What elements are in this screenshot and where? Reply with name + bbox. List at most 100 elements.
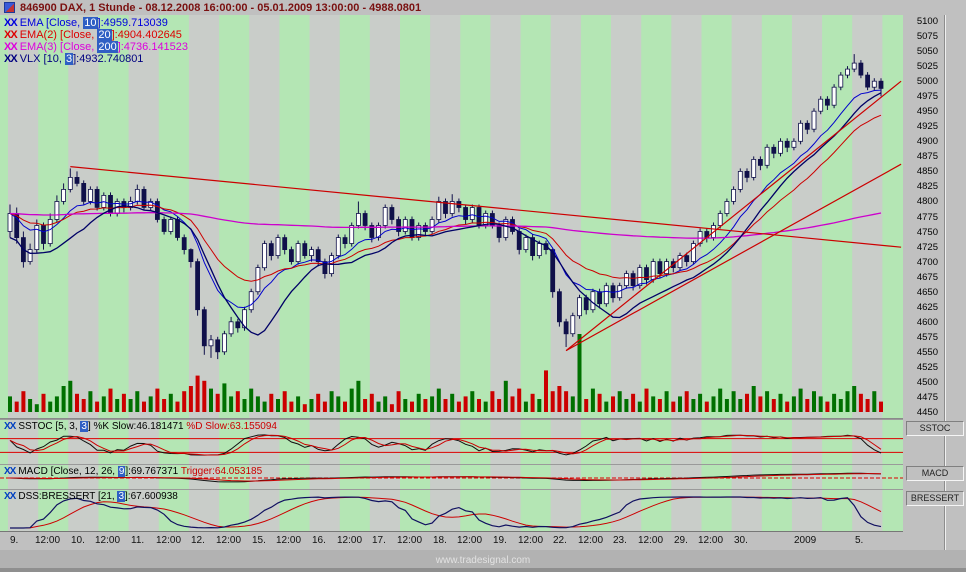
time-tick-label: 15.	[252, 535, 266, 546]
session-stripes	[8, 490, 883, 532]
price-axis-column[interactable]: 5100 5075 5050 5025 5000 4975 4950 4925 4900 4875…	[903, 15, 966, 550]
indicator-xx-icon: XX	[4, 491, 16, 502]
time-tick-label: 12:00	[457, 535, 483, 546]
price-tick-label: 4450	[916, 406, 938, 418]
price-tick-label: 5025	[916, 61, 938, 73]
price-tick-label: 4950	[916, 106, 938, 118]
trendlines	[70, 80, 902, 352]
price-tick-label: 4550	[916, 346, 938, 358]
indicator-legend: XX EMA [Close, 10]:4959.713039 XX EMA(2) […	[4, 17, 188, 65]
time-tick-label: 22.	[553, 535, 567, 546]
macd-panel[interactable]: XX MACD [Close, 12, 26, 9]:69.767371 Trig…	[0, 464, 903, 489]
price-tick-label: 5100	[916, 16, 938, 27]
price-tick-label: 4900	[916, 136, 938, 148]
price-tick-label: 5075	[916, 31, 938, 43]
time-tick-label: 12:00	[216, 535, 242, 546]
scale-divider	[944, 15, 946, 550]
price-tick-label: 4675	[916, 271, 938, 283]
time-tick-label: 17.	[372, 535, 386, 546]
time-tick-label: 12:00	[578, 535, 604, 546]
sstoc-plot	[0, 420, 903, 464]
session-stripes	[8, 15, 883, 418]
indicator-xx-icon: XX	[4, 466, 16, 477]
macd-value: ]:69.767371	[125, 466, 181, 477]
price-tick-label: 4575	[916, 331, 938, 343]
price-tick-label: 4650	[916, 286, 938, 298]
time-tick-label: 19.	[493, 535, 507, 546]
dss-bressert-panel[interactable]: XX DSS:BRESSERT [21, 3]:67.600938	[0, 489, 903, 532]
param-highlight: 9	[117, 466, 126, 477]
price-tick-label: 4975	[916, 91, 938, 103]
price-tick-label: 4750	[916, 226, 938, 238]
price-tick-label: 4600	[916, 316, 938, 328]
price-tick-label: 4725	[916, 241, 938, 253]
param-highlight: 20	[97, 29, 112, 41]
sstoc-d-value: %D Slow:63.155094	[186, 421, 277, 432]
legend-ema-20[interactable]: XX EMA(2) [Close, 20]:4904.402645	[4, 29, 188, 41]
price-chart-panel[interactable]: XX EMA [Close, 10]:4959.713039 XX EMA(2) […	[0, 15, 903, 419]
price-tick-label: 4775	[916, 211, 938, 223]
price-tick-label: 4500	[916, 376, 938, 388]
dss-lines	[10, 496, 882, 529]
session-stripes	[8, 420, 883, 464]
price-tick-label: 4800	[916, 196, 938, 208]
time-tick-label: 11.	[131, 535, 145, 546]
time-tick-label: 12:00	[337, 535, 363, 546]
legend-vlx[interactable]: XX VLX [10, 3]:4932.740801	[4, 53, 188, 65]
price-tick-label: 5050	[916, 46, 938, 58]
time-tick-label: 9.	[10, 535, 19, 546]
legend-value: ]:4959.713039	[97, 17, 168, 29]
macd-legend-text: MACD [Close, 12, 26,	[18, 466, 118, 477]
legend-text: EMA(2) [Close,	[19, 29, 98, 41]
price-tick-label: 4925	[916, 121, 938, 133]
time-tick-label: 16.	[312, 535, 326, 546]
macd-legend[interactable]: XX MACD [Close, 12, 26, 9]:69.767371 Trig…	[4, 466, 262, 477]
bressert-axis-label: BRESSERT	[906, 491, 964, 506]
session-stripes	[8, 465, 883, 489]
time-tick-label: 12:00	[638, 535, 664, 546]
indicator-xx-icon: XX	[4, 53, 18, 65]
legend-value: ]:4736.141523	[117, 41, 189, 53]
time-tick-label: 10.	[71, 535, 85, 546]
dss-value: ]:67.600938	[125, 491, 178, 502]
macd-trigger-value: Trigger:64.053185	[180, 466, 263, 477]
time-tick-label: 18.	[433, 535, 447, 546]
price-tick-label: 4700	[916, 256, 938, 268]
candlestick-chart[interactable]	[0, 15, 903, 418]
legend-value: ]:4932.740801	[73, 53, 144, 65]
chart-icon	[4, 2, 15, 13]
sstoc-panel[interactable]: XX SSTOC [5, 3, 3] %K Slow:46.181471 %D S…	[0, 419, 903, 464]
dss-legend-text: DSS:BRESSERT [21,	[18, 491, 118, 502]
indicator-xx-icon: XX	[4, 421, 16, 432]
time-tick-label: 2009	[794, 535, 817, 546]
dss-plot	[8, 490, 883, 532]
legend-text: EMA [Close,	[19, 17, 84, 29]
time-tick-label: 12:00	[698, 535, 724, 546]
macd-axis-label: MACD	[906, 466, 964, 481]
indicator-xx-icon: XX	[4, 29, 18, 41]
candlesticks	[7, 54, 884, 360]
dss-legend[interactable]: XX DSS:BRESSERT [21, 3]:67.600938	[4, 491, 178, 502]
time-tick-label: 5.	[855, 535, 864, 546]
time-tick-label: 12:00	[35, 535, 61, 546]
time-tick-label: 12:00	[518, 535, 544, 546]
legend-ema-10[interactable]: XX EMA [Close, 10]:4959.713039	[4, 17, 188, 29]
price-tick-label: 4850	[916, 166, 938, 178]
price-tick-label: 4475	[916, 391, 938, 403]
legend-ema-200[interactable]: XX EMA(3) [Close, 200]:4736.141523	[4, 41, 188, 53]
volume-bars	[8, 334, 883, 412]
time-tick-label: 12:00	[276, 535, 302, 546]
watermark-bar: www.tradesignal.com	[0, 550, 966, 572]
legend-value: ]:4904.402645	[111, 29, 182, 41]
price-tick-label: 4525	[916, 361, 938, 373]
ema-overlay-lines	[9, 89, 882, 336]
chart-title-bar: 846900 DAX, 1 Stunde - 08.12.2008 16:00:…	[0, 0, 966, 15]
legend-text: EMA(3) [Close,	[19, 41, 98, 53]
sstoc-legend[interactable]: XX SSTOC [5, 3, 3] %K Slow:46.181471 %D S…	[4, 421, 277, 432]
time-tick-label: 12.	[191, 535, 205, 546]
sstoc-k-value: ] %K Slow:46.181471	[87, 421, 187, 432]
price-tick-label: 4825	[916, 181, 938, 193]
param-highlight: 10	[83, 17, 98, 29]
legend-text: VLX [10,	[19, 53, 65, 65]
